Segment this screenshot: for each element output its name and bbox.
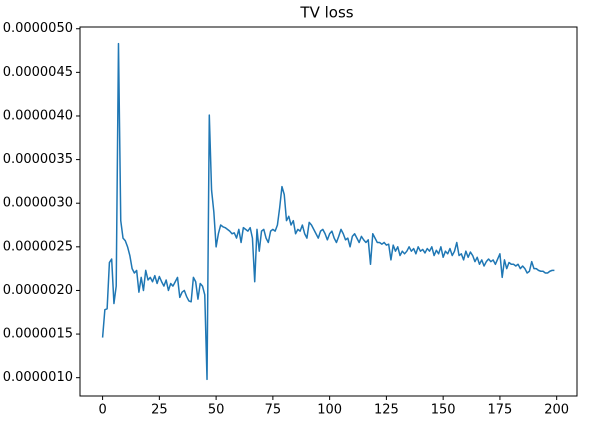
y-tick-label: 0.0000015 xyxy=(3,327,73,342)
y-tick-label: 0.0000050 xyxy=(3,21,73,36)
y-tick-label: 0.0000045 xyxy=(3,65,73,80)
x-tick-label: 25 xyxy=(151,403,168,418)
x-tick-label: 50 xyxy=(208,403,225,418)
x-tick-label: 100 xyxy=(317,403,342,418)
x-tick-label: 150 xyxy=(431,403,456,418)
x-tick-label: 125 xyxy=(374,403,399,418)
y-tick-label: 0.0000010 xyxy=(3,370,73,385)
x-tick-label: 75 xyxy=(265,403,282,418)
x-tick-label: 0 xyxy=(98,403,106,418)
y-tick-label: 0.0000040 xyxy=(3,108,73,123)
axes-frame xyxy=(79,26,578,397)
y-tick-label: 0.0000035 xyxy=(3,152,73,167)
x-tick-label: 200 xyxy=(544,403,569,418)
x-tick-label: 175 xyxy=(488,403,513,418)
y-tick-label: 0.0000020 xyxy=(3,283,73,298)
chart-title: TV loss xyxy=(299,4,353,22)
y-tick-label: 0.0000025 xyxy=(3,239,73,254)
line-series xyxy=(101,42,555,381)
plot-area xyxy=(101,42,555,381)
y-tick-label: 0.0000030 xyxy=(3,196,73,211)
